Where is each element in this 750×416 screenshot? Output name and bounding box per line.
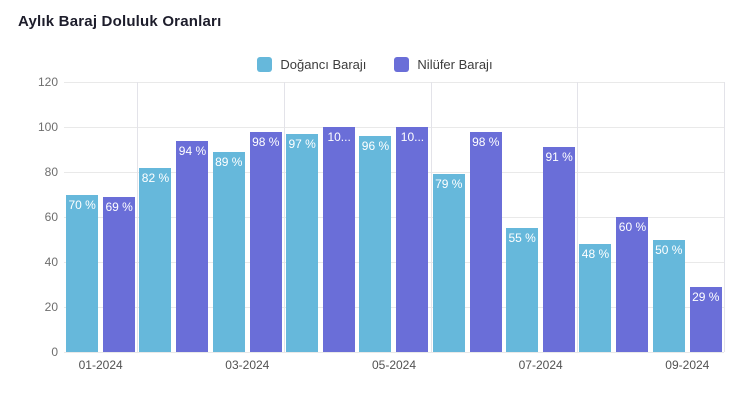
gridline-vertical xyxy=(136,82,138,352)
bar-dogancı-04-2024[interactable]: 97 % xyxy=(286,133,319,352)
bar-dogancı-01-2024[interactable]: 70 % xyxy=(66,194,99,352)
gridline-horizontal xyxy=(64,306,724,308)
bar-value-label: 94 % xyxy=(178,143,207,158)
bar-dogancı-08-2024[interactable]: 48 % xyxy=(579,244,612,352)
legend-label: Nilüfer Barajı xyxy=(417,57,493,72)
bar-dogancı-03-2024[interactable]: 89 % xyxy=(212,151,245,352)
bar-value-label: 98 % xyxy=(252,134,280,149)
bar-group-07-2024: 55 % 91 % xyxy=(504,82,577,352)
bar-nilufer-05-2024[interactable]: 10... xyxy=(396,127,429,352)
bar-group-08-2024: 48 % 60 % xyxy=(577,82,650,352)
bar-value-label: 60 % xyxy=(618,220,647,234)
bar-dogancı-09-2024[interactable]: 50 % xyxy=(652,239,685,352)
bar-nilufer-01-2024[interactable]: 69 % xyxy=(103,196,136,352)
y-axis: 0 20 40 60 80 100 120 xyxy=(0,75,58,359)
legend-swatch-icon xyxy=(394,57,410,72)
gridline-vertical xyxy=(430,82,432,352)
legend-swatch-icon xyxy=(257,57,273,72)
bar-value-label: 55 % xyxy=(508,231,536,246)
y-axis-tick-label: 40 xyxy=(44,255,58,269)
bar-nilufer-06-2024[interactable]: 98 % xyxy=(469,131,502,352)
gridline-vertical xyxy=(723,82,725,352)
y-axis-tick-label: 0 xyxy=(51,345,58,359)
bar-value-label: 89 % xyxy=(215,154,243,169)
bar-value-label: 82 % xyxy=(141,170,170,185)
x-axis-tick-label: 09-2024 xyxy=(665,358,710,372)
legend-item-series-1[interactable]: Doğancı Barajı xyxy=(257,57,366,72)
bar-group-05-2024: 96 % 10... xyxy=(357,82,430,352)
bar-group-06-2024: 79 % 98 % xyxy=(431,82,504,352)
gridline-vertical xyxy=(576,82,578,352)
plot-area: 70 % 69 % 82 % 94 % 89 % 98 % 97 % 10... 96 % 10.… xyxy=(64,81,725,353)
bar-dogancı-07-2024[interactable]: 55 % xyxy=(506,228,539,352)
bar-value-label: 70 % xyxy=(68,197,96,212)
legend-item-series-2[interactable]: Nilüfer Barajı xyxy=(394,57,493,72)
bar-value-label: 50 % xyxy=(655,242,683,257)
x-axis-tick-label: 03-2024 xyxy=(225,358,270,372)
bar-groups: 70 % 69 % 82 % 94 % 89 % 98 % 97 % 10... 96 % 10.… xyxy=(64,82,724,352)
bar-value-label: 79 % xyxy=(435,177,463,192)
x-axis-tick-label: 05-2024 xyxy=(371,358,417,372)
bar-value-label: 29 % xyxy=(692,289,720,304)
gridline-vertical xyxy=(283,82,285,352)
bar-value-label: 96 % xyxy=(361,139,390,153)
bar-group-01-2024: 70 % 69 % xyxy=(64,82,137,352)
chart-title: Aylık Baraj Doluluk Oranları xyxy=(18,13,222,30)
x-axis-tick-label: 07-2024 xyxy=(518,358,563,372)
bar-group-09-2024: 50 % 29 % xyxy=(651,82,724,352)
bar-nilufer-07-2024[interactable]: 91 % xyxy=(543,147,576,352)
gridline-horizontal xyxy=(64,216,724,218)
legend-label: Doğancı Barajı xyxy=(280,57,367,72)
bar-nilufer-09-2024[interactable]: 29 % xyxy=(689,286,722,352)
y-axis-tick-label: 60 xyxy=(44,210,58,224)
bar-nilufer-03-2024[interactable]: 98 % xyxy=(249,131,282,352)
bar-nilufer-08-2024[interactable]: 60 % xyxy=(616,217,649,352)
bar-value-label: 69 % xyxy=(105,199,133,214)
bar-group-03-2024: 89 % 98 % xyxy=(211,82,284,352)
bar-value-label: 91 % xyxy=(545,150,573,165)
x-axis: 01-2024 03-2024 05-2024 07-2024 09-2024 xyxy=(64,358,724,376)
bar-nilufer-04-2024[interactable]: 10... xyxy=(323,127,356,352)
bar-value-label: 98 % xyxy=(472,134,500,149)
y-axis-tick-label: 20 xyxy=(44,300,58,314)
bar-value-label: 10... xyxy=(327,130,351,144)
bar-value-label: 48 % xyxy=(581,247,610,261)
gridline-horizontal xyxy=(64,81,724,83)
bar-group-04-2024: 97 % 10... xyxy=(284,82,357,352)
bar-value-label: 97 % xyxy=(288,136,316,151)
gridline-horizontal xyxy=(64,126,724,128)
bar-dogancı-02-2024[interactable]: 82 % xyxy=(139,167,172,352)
y-axis-tick-label: 80 xyxy=(44,165,58,179)
bar-dogancı-06-2024[interactable]: 79 % xyxy=(432,174,465,352)
bar-dogancı-05-2024[interactable]: 96 % xyxy=(359,136,392,352)
bar-group-02-2024: 82 % 94 % xyxy=(137,82,210,352)
y-axis-tick-label: 120 xyxy=(37,75,58,89)
bar-nilufer-02-2024[interactable]: 94 % xyxy=(176,140,209,352)
y-axis-tick-label: 100 xyxy=(37,120,58,134)
x-axis-tick-label: 01-2024 xyxy=(78,358,123,372)
gridline-horizontal xyxy=(64,171,724,173)
gridline-horizontal xyxy=(64,351,724,353)
bar-value-label: 10... xyxy=(400,130,425,144)
gridline-horizontal xyxy=(64,261,724,263)
legend: Doğancı Barajı Nilüfer Barajı xyxy=(0,57,750,72)
